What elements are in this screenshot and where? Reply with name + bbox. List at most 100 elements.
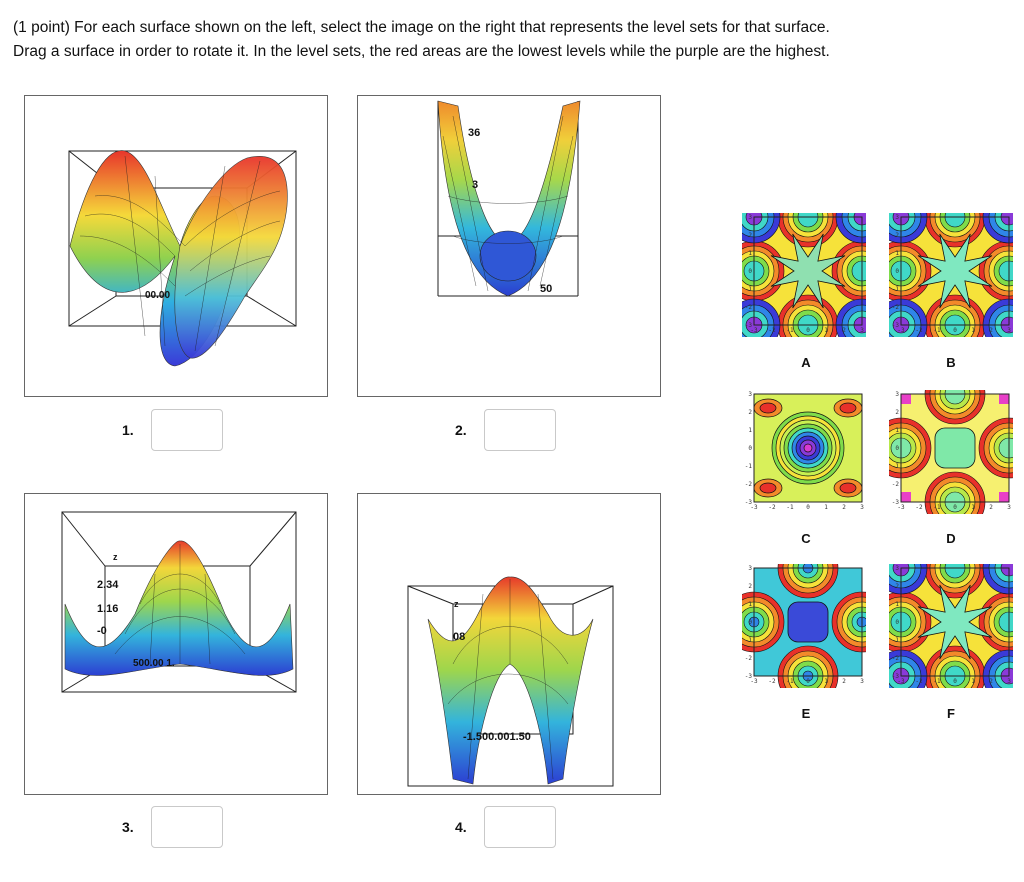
surface-2-z-tick-1: 36 — [468, 127, 480, 139]
surface-4-z-label: z — [454, 599, 459, 609]
y-tick-label: -1 — [892, 463, 900, 470]
surface-plot-1[interactable]: 00.00 — [24, 95, 328, 397]
x-tick-label: -2 — [915, 504, 923, 511]
y-tick-label: -3 — [892, 673, 900, 680]
answer-input-4[interactable] — [484, 806, 556, 848]
y-tick-label: 3 — [895, 391, 899, 398]
surface-3-z-tick-2: 1.16 — [97, 603, 118, 615]
x-tick-label: 0 — [953, 678, 957, 685]
x-tick-label: -1 — [786, 504, 794, 511]
level-set-image-b[interactable]: -3 -3 -2 -2 -1 -1 0 0 1 1 2 2 3 3 — [889, 213, 1013, 337]
question-text: (1 point) For each surface shown on the … — [13, 16, 1013, 64]
x-tick-label: -1 — [786, 678, 794, 685]
x-tick-label: 2 — [842, 327, 846, 334]
surface-plot-4[interactable]: z 08 -1.500.001.50 — [357, 493, 661, 795]
level-set-image-a[interactable]: -3 -3 -2 -2 -1 -1 0 0 1 1 2 2 3 3 — [742, 213, 866, 337]
y-tick-label: 1 — [895, 250, 899, 257]
y-tick-label: 0 — [748, 619, 752, 626]
y-tick-label: -2 — [745, 304, 753, 311]
answer-input-2[interactable] — [484, 409, 556, 451]
x-tick-label: 1 — [824, 504, 828, 511]
answer-label-1: 1. — [122, 422, 134, 438]
y-tick-label: 3 — [895, 214, 899, 221]
x-tick-label: 2 — [842, 504, 846, 511]
y-tick-label: 1 — [748, 250, 752, 257]
surface-plot-3[interactable]: z 2.34 1.16 -0 500.00 1. — [24, 493, 328, 795]
level-set-plot-3: -3-3 -2 -2 -1 -1 0 0 1 1 2 2 3 3 — [889, 390, 1013, 514]
x-tick-label: -3 — [897, 327, 905, 334]
y-tick-label: -2 — [745, 481, 753, 488]
y-tick-label: 1 — [748, 427, 752, 434]
x-tick-label: 3 — [1007, 504, 1011, 511]
x-tick-label: -3 — [750, 504, 758, 511]
surface-3-z-tick-1: 2.34 — [97, 579, 119, 591]
y-tick-label: -2 — [745, 655, 753, 662]
level-set-label-c: C — [801, 531, 811, 546]
y-tick-label: 1 — [895, 427, 899, 434]
y-tick-label: 3 — [748, 565, 752, 572]
level-set-plot-5: -3-3 -2 -2 -1 -1 0 0 1 1 2 2 3 3 — [889, 564, 1013, 688]
answer-input-3[interactable] — [151, 806, 223, 848]
y-tick-label: -1 — [745, 286, 753, 293]
surface-3-z-tick-3: -0 — [97, 625, 107, 637]
x-tick-label: -2 — [768, 678, 776, 685]
y-tick-label: -3 — [745, 673, 753, 680]
x-tick-label: 3 — [860, 678, 864, 685]
x-tick-label: 1 — [971, 327, 975, 334]
level-set-image-e[interactable]: -3 -3 -2 -2 -1 -1 0 0 1 1 2 2 3 3 — [742, 564, 866, 688]
level-set-label-e: E — [801, 706, 811, 721]
x-tick-label: 0 — [953, 504, 957, 511]
x-tick-label: 0 — [953, 327, 957, 334]
x-tick-label: -2 — [915, 327, 923, 334]
answer-label-3: 3. — [122, 819, 134, 835]
surface-plot-2[interactable]: 36 3 50 — [357, 95, 661, 397]
x-tick-label: 0 — [806, 327, 810, 334]
y-tick-label: -3 — [745, 322, 753, 329]
level-set-image-d[interactable]: -3 -3 -2 -2 -1 -1 0 0 1 1 2 2 3 3 — [889, 390, 1013, 514]
x-tick-label: 3 — [1007, 327, 1011, 334]
surface-4-z-tick-1: 08 — [453, 631, 465, 643]
y-tick-label: 2 — [895, 583, 899, 590]
x-tick-label: 1 — [824, 678, 828, 685]
x-tick-label: 2 — [989, 504, 993, 511]
answer-label-4: 4. — [455, 819, 467, 835]
y-tick-label: -3 — [892, 499, 900, 506]
answer-label-2: 2. — [455, 422, 467, 438]
y-tick-label: 0 — [895, 445, 899, 452]
level-set-plot-1: -3-3 -2 -2 -1 -1 0 0 1 1 2 2 3 3 — [889, 213, 1013, 337]
x-tick-label: 2 — [842, 678, 846, 685]
x-tick-label: -2 — [768, 327, 776, 334]
y-tick-label: -1 — [745, 637, 753, 644]
level-set-image-c[interactable]: -3 -3 -2 -2 -1 -1 0 0 1 1 2 2 3 3 — [742, 390, 866, 514]
y-tick-label: -1 — [892, 286, 900, 293]
x-tick-label: 1 — [824, 327, 828, 334]
x-tick-label: 0 — [806, 504, 810, 511]
y-tick-label: -2 — [892, 655, 900, 662]
y-tick-label: -1 — [745, 463, 753, 470]
level-set-image-f[interactable]: -3 -3 -2 -2 -1 -1 0 0 1 1 2 2 3 3 — [889, 564, 1013, 688]
surface-2-axis-text: 50 — [540, 283, 552, 295]
x-tick-label: -1 — [933, 504, 941, 511]
surface-3-z-label: z — [113, 552, 118, 562]
y-tick-label: 2 — [748, 232, 752, 239]
level-set-label-a: A — [801, 355, 811, 370]
x-tick-label: 3 — [1007, 678, 1011, 685]
y-tick-label: -2 — [892, 481, 900, 488]
surface-1-axis-text: 00.00 — [145, 290, 170, 301]
y-tick-label: -3 — [892, 322, 900, 329]
level-set-plot-2: -3-3 -2 -2 -1 -1 0 0 1 1 2 2 3 3 — [745, 391, 864, 511]
y-tick-label: 1 — [895, 601, 899, 608]
x-tick-label: 1 — [971, 678, 975, 685]
level-set-plot-0: -3-3 -2 -2 -1 -1 0 0 1 1 2 2 3 3 — [742, 213, 866, 337]
x-tick-label: -3 — [750, 327, 758, 334]
x-tick-label: -1 — [933, 327, 941, 334]
answer-input-1[interactable] — [151, 409, 223, 451]
y-tick-label: 3 — [748, 391, 752, 398]
y-tick-label: 0 — [895, 268, 899, 275]
x-tick-label: 0 — [806, 678, 810, 685]
y-tick-label: 2 — [748, 409, 752, 416]
surface-2-z-tick-2: 3 — [472, 179, 478, 191]
x-tick-label: -2 — [768, 504, 776, 511]
x-tick-label: -3 — [750, 678, 758, 685]
y-tick-label: 1 — [748, 601, 752, 608]
